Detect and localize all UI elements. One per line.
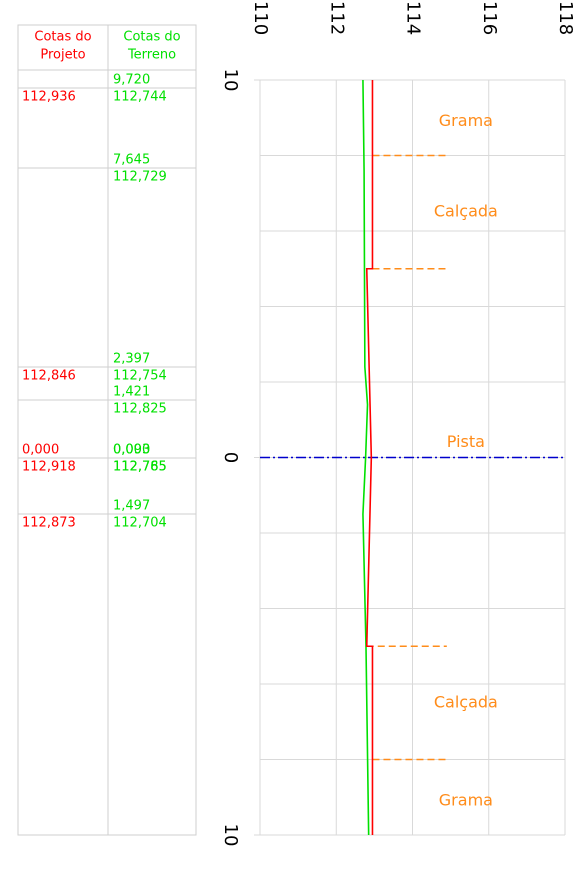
- terrain: 112,704: [113, 516, 167, 531]
- terrain: 112,729: [113, 170, 167, 185]
- zone-label: Calçada: [434, 202, 498, 221]
- x-tick-label: 112: [326, 1, 347, 35]
- y-tick-label: 0: [220, 452, 241, 463]
- x-tick-label: 110: [250, 1, 271, 35]
- terrain: 112,785: [113, 460, 167, 475]
- terrain-station: 0,000: [113, 443, 150, 458]
- table-frame: [17, 24, 197, 836]
- terrain: 112,765: [113, 460, 167, 475]
- zone-label: Calçada: [434, 692, 498, 711]
- zone-label: Grama: [439, 791, 493, 810]
- y-tick-label: 10: [220, 824, 241, 847]
- profile-line: [365, 80, 374, 835]
- terrain-station: 1,421: [113, 385, 150, 400]
- terrain: 112,754: [113, 369, 167, 384]
- y-tick-label: 10: [220, 69, 241, 92]
- column-header: Projeto: [40, 48, 85, 63]
- terrain-station: 1,497: [113, 499, 150, 514]
- zone-label: Grama: [439, 111, 493, 130]
- project: 112,918: [22, 460, 76, 475]
- x-tick-label: 118: [555, 1, 576, 35]
- project: 112,846: [22, 369, 76, 384]
- project-station: 0,000: [22, 443, 59, 458]
- column-header: Terreno: [127, 48, 176, 63]
- terrain: 112,825: [113, 402, 167, 417]
- project: 112,936: [22, 90, 76, 105]
- x-tick-label: 114: [403, 1, 424, 35]
- zone-label: Pista: [447, 432, 485, 451]
- terrain: 112,744: [113, 90, 167, 105]
- terrain-station: 0,093: [113, 443, 150, 458]
- project: 112,873: [22, 516, 76, 531]
- terrain-station: 2,397: [113, 352, 150, 367]
- terrain-station: 9,720: [113, 73, 150, 88]
- x-tick-label: 116: [479, 1, 500, 35]
- column-header: Cotas do: [34, 30, 91, 45]
- profile-line: [362, 79, 370, 836]
- column-header: Cotas do: [123, 30, 180, 45]
- terrain-station: 7,645: [113, 153, 150, 168]
